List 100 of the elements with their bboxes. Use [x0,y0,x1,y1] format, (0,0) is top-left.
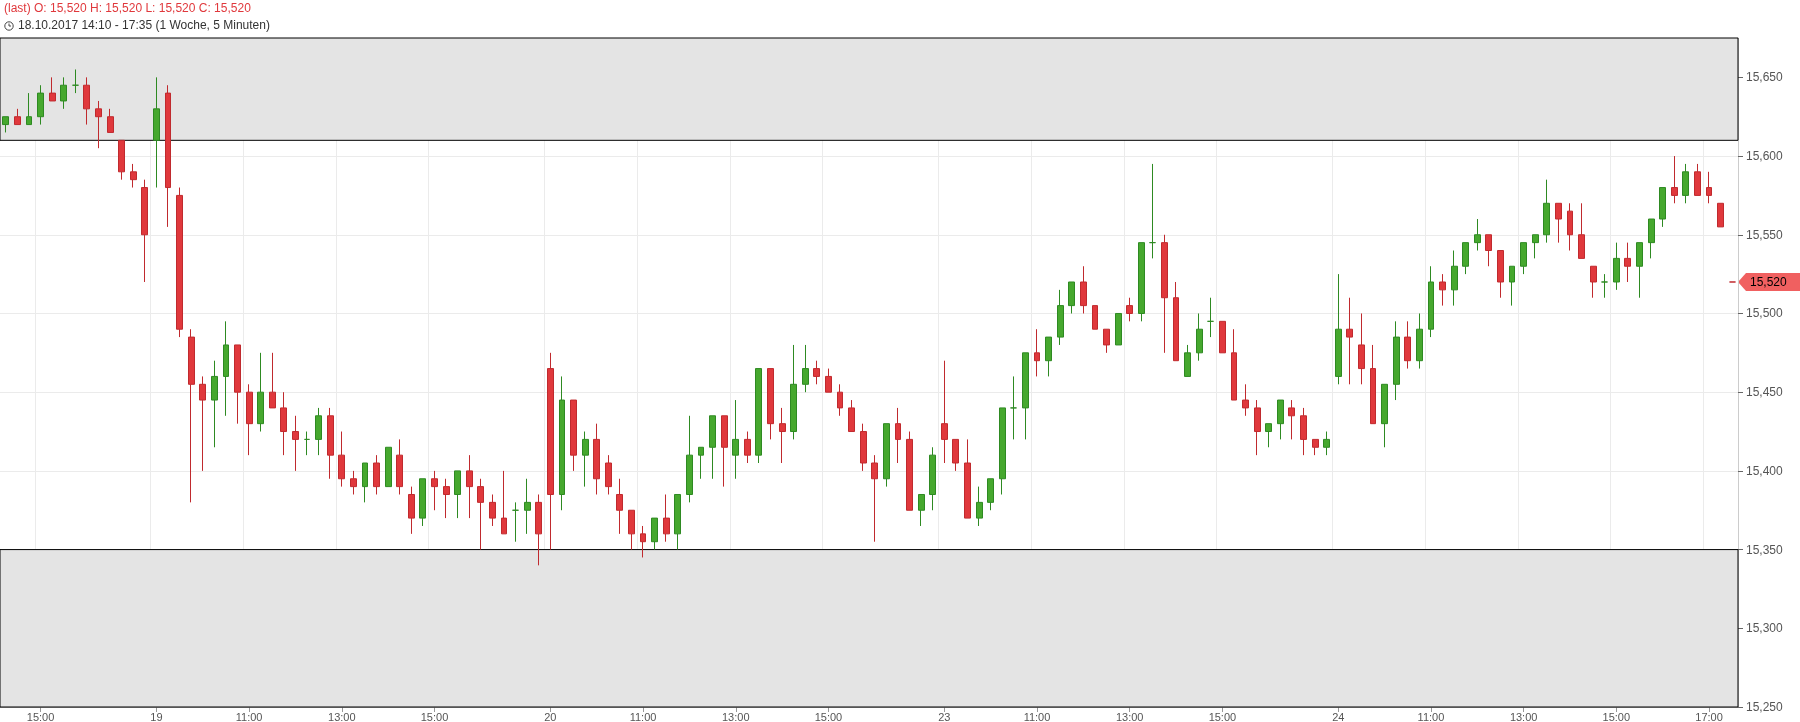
candlestick [999,407,1006,495]
candlestick [1346,297,1353,385]
candlestick [1497,250,1504,299]
candlestick [477,478,484,551]
candlestick [49,76,56,102]
candlestick [837,383,843,417]
candlestick [1115,312,1122,346]
candlestick [582,431,589,488]
candlestick [987,478,994,511]
candlestick [454,470,461,519]
candlestick [1288,399,1295,440]
candlestick [246,383,253,456]
y-tick-label: 15,400 [1746,463,1784,478]
candlestick [1045,336,1052,377]
candlestick [1323,431,1330,456]
candlestick [373,454,380,495]
candlestick [188,328,195,503]
candlestick [1509,265,1515,307]
candlestick [1520,242,1527,275]
candlestick [721,415,728,488]
y-tick-label: 15,650 [1746,70,1784,85]
candlestick [269,352,276,409]
candlestick [1682,163,1689,204]
x-tick-label: 13:00 [1509,710,1538,722]
x-tick-label: 11:00 [1417,710,1445,722]
candlestick [431,470,438,511]
candlestick [1694,163,1701,196]
candlestick [292,415,299,472]
candlestick [918,493,925,527]
candlestick [640,525,646,558]
candlestick [1149,163,1156,259]
candlestick [1173,281,1179,362]
candlestick [906,431,913,511]
candlestick [1636,242,1643,299]
candlestick [362,462,368,503]
candlestick [952,438,959,472]
x-tick-label: 11:00 [1023,710,1051,722]
candlestick [1601,273,1608,299]
candlestick [1590,265,1597,299]
candlestick [860,423,867,472]
candlestick [929,446,936,511]
candlestick [223,320,229,417]
x-tick-label: 23 [938,710,951,722]
y-tick-label: 15,600 [1746,149,1784,164]
candlestick [651,517,658,551]
candlestick [350,470,357,495]
y-tick-label: 15,450 [1746,385,1784,400]
candlestick [1416,312,1423,370]
candlestick [1381,383,1388,448]
candlestick [709,415,716,480]
x-tick-label: 15:00 [1602,710,1631,722]
candlestick [107,108,114,133]
candlestick [1485,234,1492,267]
candlestick [1474,218,1481,252]
candlestick [466,454,473,519]
x-tick-label: 15:00 [26,710,55,722]
candlestick [1161,234,1168,354]
candlestick [825,368,832,393]
candlestick [1648,218,1655,259]
candlestick [234,344,241,425]
candlestick [1706,171,1712,204]
y-tick-label: 15,500 [1746,306,1784,321]
candlestick [1010,375,1017,440]
x-tick-label: 15:00 [1208,710,1237,722]
x-tick-label: 11:00 [235,710,263,722]
candlestick [72,68,79,94]
candlestick [895,407,901,464]
candlestick [779,407,786,464]
candlestick [408,486,415,535]
candlestick [570,399,577,472]
candlestick [118,139,125,181]
candlestick [1659,187,1666,228]
candlestick [165,84,171,228]
candlestick [1624,242,1631,283]
candlestick [1022,352,1029,440]
candlestick [1057,289,1064,346]
candlestick [1578,202,1585,259]
candlestick [95,100,102,149]
candlestick [1312,438,1319,456]
candlestick [1034,328,1040,377]
candlestick [1358,312,1365,385]
candlestick [732,399,739,480]
candlestick [315,407,322,456]
candlestick [489,493,496,527]
candlestick [1265,423,1272,448]
candlestick [767,368,774,440]
candlestick [1196,312,1203,362]
candlestick [686,415,693,503]
x-tick-label: 11:00 [629,710,657,722]
candlestick [1068,281,1075,314]
candlestick [338,431,345,488]
candlestick [593,423,600,495]
candlestick [674,493,681,551]
candlestick [1277,399,1284,440]
candlestick [1219,320,1226,354]
candlestick [871,454,878,543]
chart-title: (last) O: 15,520 H: 15,520 L: 15,520 C: 15,520 [4,0,252,17]
candlestick [83,76,90,126]
candlestick [535,493,542,566]
candlestick [1184,344,1191,377]
